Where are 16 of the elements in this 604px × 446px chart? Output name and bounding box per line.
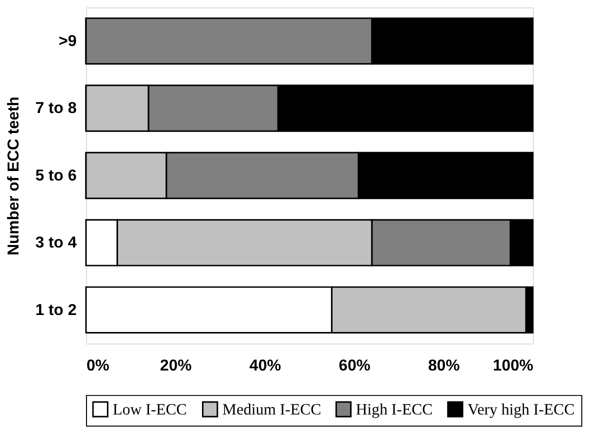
y-tick-label: 5 to 6 [35, 167, 77, 184]
x-tick-label: 80% [428, 358, 460, 375]
x-tick-label: 0% [86, 358, 110, 375]
y-tick-label: 1 to 2 [35, 302, 77, 319]
y-tick-label: 3 to 4 [35, 234, 77, 252]
y-axis-title: Number of ECC teeth [5, 96, 22, 256]
legend-label: High I-ECC [356, 401, 433, 418]
legend-label: Very high I-ECC [468, 401, 575, 418]
y-tick-label: >9 [58, 32, 77, 50]
x-tick-label: 40% [249, 358, 282, 375]
x-tick-label: 20% [160, 358, 192, 375]
x-tick-label: 60% [338, 358, 370, 375]
x-tick-label: 100% [492, 358, 534, 375]
legend-label: Low I-ECC [112, 401, 187, 418]
y-tick-label: 7 to 8 [35, 100, 77, 118]
legend-label: Medium I-ECC [222, 401, 322, 418]
